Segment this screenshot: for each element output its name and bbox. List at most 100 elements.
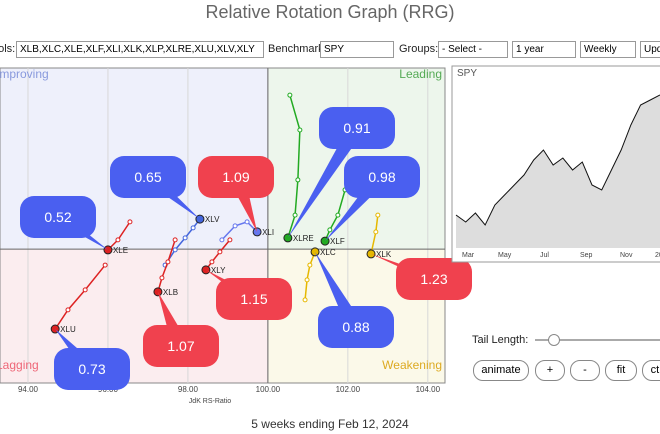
ctrl-button[interactable]: ctrl xyxy=(642,360,660,381)
tail-point xyxy=(209,259,215,265)
benchmark-input[interactable]: SPY xyxy=(320,41,394,58)
spy-month: Sep xyxy=(580,252,593,259)
spy-month: May xyxy=(498,252,512,259)
period-select[interactable]: 1 year xyxy=(512,41,576,58)
tail xyxy=(324,189,346,242)
tail-point xyxy=(172,237,178,243)
groups-label: Groups: xyxy=(399,43,439,55)
tail-point xyxy=(375,212,381,218)
quadrant-label: Weakening xyxy=(382,358,442,372)
callout-pointer xyxy=(205,269,263,299)
callout-value: 1.07 xyxy=(167,338,194,354)
callout-value: 1.09 xyxy=(222,169,249,185)
x-tick-label: 94.00 xyxy=(18,385,39,394)
point-label: XLK xyxy=(376,250,392,259)
tail-point xyxy=(217,249,223,255)
minus-button[interactable]: - xyxy=(570,360,600,381)
tail-point xyxy=(172,247,178,253)
spy-month: Nov xyxy=(620,252,633,259)
callout-value: 0.73 xyxy=(78,361,105,377)
point-label: XLI xyxy=(262,228,274,237)
tail-point xyxy=(244,219,250,225)
callout xyxy=(344,156,420,198)
symbols-label: Symbols: xyxy=(0,43,16,55)
spy-month: Mar xyxy=(462,252,475,259)
tail-point xyxy=(182,235,188,241)
spy-month: Jul xyxy=(540,252,549,259)
tail-point xyxy=(292,212,298,218)
slider-track xyxy=(535,339,660,341)
tail-point xyxy=(159,275,165,281)
symbols-input[interactable]: XLB,XLC,XLE,XLF,XLI,XLK,XLP,XLRE,XLU,XLV… xyxy=(16,41,264,58)
quadrant-label: Lagging xyxy=(0,358,39,372)
callout-value: 1.23 xyxy=(420,271,447,287)
callout xyxy=(198,156,274,198)
tail-point xyxy=(127,219,133,225)
callout-pointer xyxy=(325,177,391,242)
callout-value: 1.15 xyxy=(240,291,267,307)
plus-button[interactable]: + xyxy=(535,360,565,381)
tail xyxy=(221,221,258,241)
point-label: XLV xyxy=(205,215,220,224)
interval-select[interactable]: Weekly xyxy=(580,41,636,58)
callout xyxy=(20,196,96,238)
tail-point xyxy=(297,127,303,133)
point-label: XLU xyxy=(60,325,76,334)
tail-point xyxy=(307,262,313,268)
callout xyxy=(143,325,219,367)
tail-point xyxy=(115,237,121,243)
callout-value: 0.98 xyxy=(368,169,395,185)
tail-point xyxy=(327,227,333,233)
tail-point xyxy=(65,307,71,313)
callout xyxy=(318,306,394,348)
tail-point xyxy=(232,223,238,229)
callout xyxy=(396,258,472,300)
slider-knob[interactable] xyxy=(548,334,560,346)
update-button[interactable]: Update xyxy=(640,41,660,58)
plot-border xyxy=(0,67,446,384)
tail-point xyxy=(102,262,108,268)
head-point xyxy=(366,249,376,259)
groups-select[interactable]: - Select - xyxy=(438,41,508,58)
fit-button[interactable]: fit xyxy=(605,360,637,381)
x-tick-label: 100.00 xyxy=(256,385,281,394)
callout-value: 0.91 xyxy=(343,120,370,136)
callout-pointer xyxy=(287,128,366,238)
callout xyxy=(319,107,395,149)
callout-value: 0.88 xyxy=(342,319,369,335)
tail-point xyxy=(302,297,308,303)
point-label: XLC xyxy=(320,248,336,257)
tail-point xyxy=(190,225,196,231)
spy-month: 2024 xyxy=(655,252,660,259)
point-label: XLE xyxy=(113,246,128,255)
callout-value: 0.52 xyxy=(44,209,71,225)
spy-line xyxy=(455,94,660,226)
callout xyxy=(54,348,130,390)
tail-point xyxy=(165,259,171,265)
x-tick-label: 102.00 xyxy=(336,385,361,394)
tail-point xyxy=(219,237,225,243)
point-label: XLY xyxy=(211,266,226,275)
callout-value: 0.65 xyxy=(134,169,161,185)
spy-title: SPY xyxy=(457,68,477,79)
spy-area xyxy=(456,95,660,248)
tail-point xyxy=(304,277,310,283)
point-label: XLF xyxy=(330,237,345,246)
tail-label: Tail Length: xyxy=(472,334,529,346)
tail xyxy=(304,251,316,300)
tail-point xyxy=(287,92,293,98)
quadrant-label: Improving xyxy=(0,67,49,81)
tail-point xyxy=(373,229,379,235)
callout-pointer xyxy=(49,217,108,250)
footer: 5 weeks ending Feb 12, 2024 xyxy=(251,417,409,431)
x-tick-label: 104.00 xyxy=(416,385,441,394)
tail-point xyxy=(227,237,233,243)
point-label: XLB xyxy=(163,288,178,297)
callout xyxy=(110,156,186,198)
animate-button[interactable]: animate xyxy=(473,360,529,381)
tail xyxy=(54,264,106,330)
title: Relative Rotation Graph (RRG) xyxy=(205,2,455,22)
tail xyxy=(205,239,231,271)
